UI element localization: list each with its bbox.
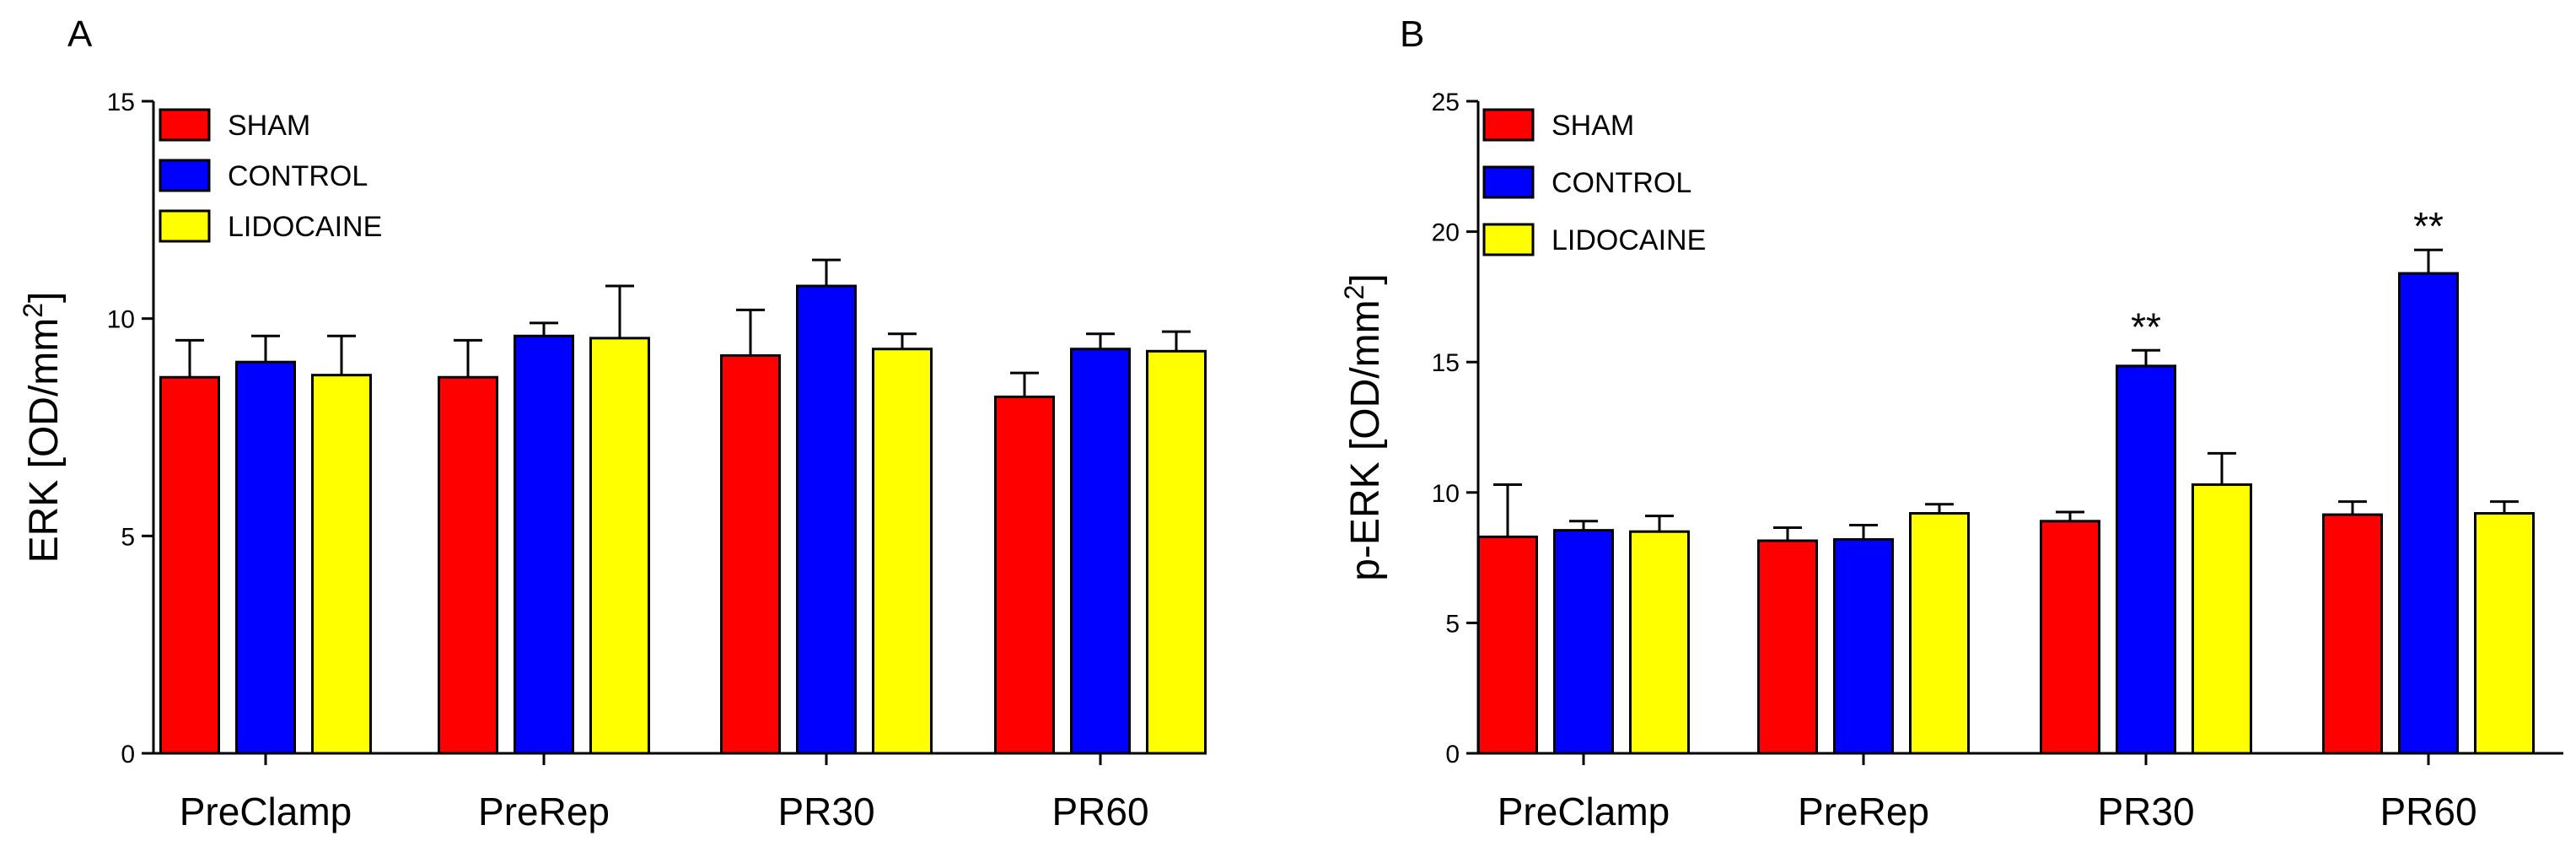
chart-panel-a: A ERK [OD/mm2] 0 5 10 15 PreClamp PreRep PR30 PR6… [18, 13, 1207, 833]
bar-control [1553, 529, 1614, 755]
x-tick-label: PR60 [1051, 790, 1148, 833]
bar-lidocaine [1146, 349, 1207, 755]
bar-lidocaine [2474, 512, 2535, 755]
bar-control [235, 360, 296, 755]
legend-swatch-lidocaine [1482, 223, 1535, 256]
bar-sham [2040, 520, 2100, 755]
y-tick-label: 10 [107, 306, 135, 334]
bar-lidocaine [311, 374, 372, 755]
bar-sham [1757, 539, 1818, 755]
bar-control [1070, 348, 1131, 755]
legend-label: LIDOCAINE [228, 211, 382, 243]
bar-control [2398, 272, 2459, 755]
y-tick-label: 0 [121, 741, 135, 768]
y-tick-label: 15 [1432, 349, 1460, 377]
chart-panel-b: Bp-ERK [OD/mm2] 0 5 10 15 20 25 PreClamp PreRep P… [1339, 13, 2563, 833]
legend-swatch-control [1482, 165, 1535, 199]
panel-label: B [1400, 13, 1424, 55]
bar-control [514, 334, 574, 755]
legend-swatch-sham [159, 108, 211, 142]
legend-label: LIDOCAINE [1552, 224, 1706, 256]
legend-label: CONTROL [228, 160, 368, 192]
bar-sham [438, 375, 498, 755]
bar-lidocaine [2191, 483, 2252, 755]
bar-lidocaine [872, 348, 933, 755]
y-tick-label: 20 [1432, 219, 1460, 247]
bar-sham [994, 395, 1055, 755]
bar-sham [1477, 535, 1538, 755]
bar-sham [720, 353, 781, 755]
legend-swatch-sham [1482, 108, 1535, 142]
bar-lidocaine [1909, 512, 1970, 755]
bar-lidocaine [589, 337, 650, 755]
y-tick-label: 10 [1432, 480, 1460, 508]
y-tick-label: 5 [121, 523, 135, 551]
y-tick-label: 5 [1445, 610, 1460, 638]
significance-annotation: ** [2413, 204, 2444, 248]
bar-control [796, 284, 857, 755]
legend-label: CONTROL [1552, 167, 1691, 199]
bar-sham [159, 375, 220, 755]
panel-label: A [67, 13, 93, 55]
x-tick-label: PreClamp [180, 790, 352, 833]
x-tick-label: PR30 [777, 790, 874, 833]
significance-annotation: ** [2131, 305, 2161, 348]
bar-lidocaine [1629, 530, 1690, 755]
x-tick-label: PreRep [478, 790, 610, 833]
y-axis-label: p-ERK [OD/mm2] [1339, 273, 1388, 581]
x-tick-label: PreClamp [1498, 790, 1670, 833]
bar-control [2116, 364, 2176, 755]
x-tick-label: PreRep [1798, 790, 1929, 833]
legend-swatch-control [159, 159, 211, 192]
legend-swatch-lidocaine [159, 209, 211, 243]
y-tick-label: 25 [1432, 89, 1460, 116]
legend-label: SHAM [228, 110, 310, 142]
y-tick-label: 0 [1445, 741, 1460, 768]
bar-control [1833, 537, 1894, 755]
legend-label: SHAM [1552, 110, 1634, 142]
y-axis-label: ERK [OD/mm2] [18, 292, 67, 564]
x-tick-label: PR30 [2097, 790, 2194, 833]
x-tick-label: PR60 [2380, 790, 2477, 833]
y-tick-label: 15 [107, 89, 135, 116]
bar-sham [2322, 513, 2383, 755]
